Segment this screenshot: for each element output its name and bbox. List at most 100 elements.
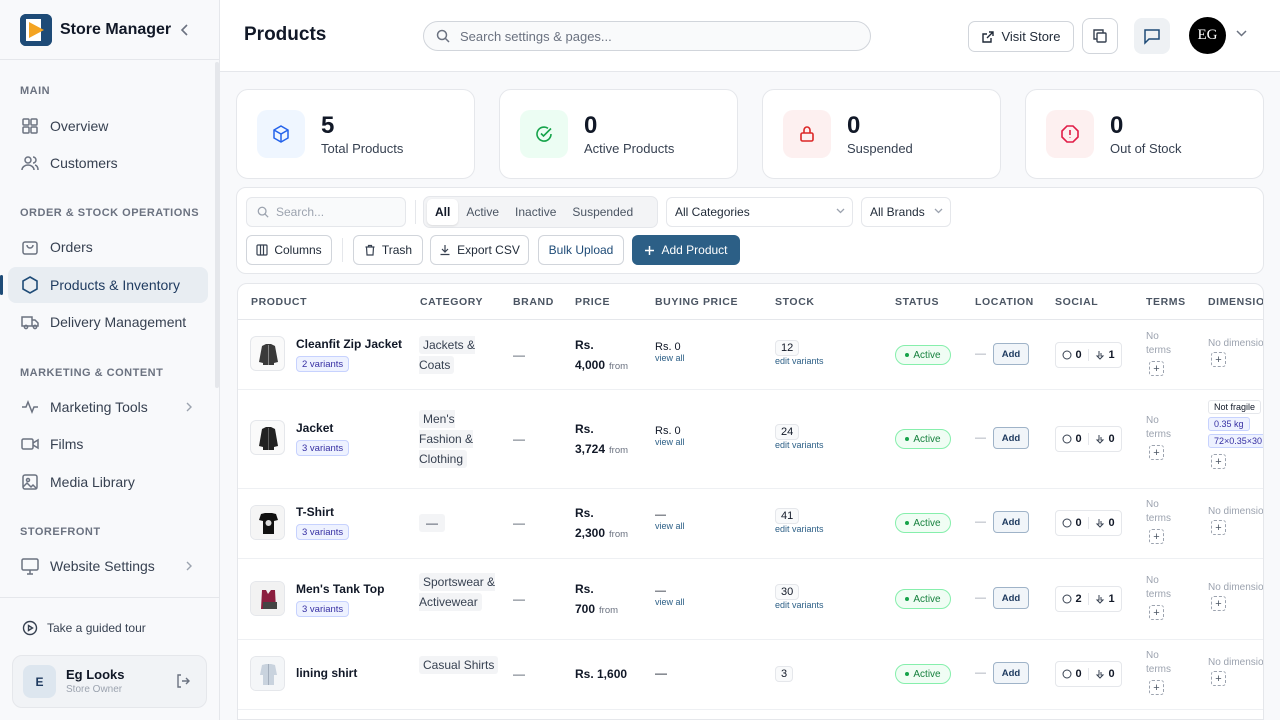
column-header[interactable]: STATUS [895, 296, 940, 308]
sidebar-item-orders[interactable]: Orders [8, 229, 208, 265]
comments-count[interactable]: 0 [1056, 668, 1088, 680]
messages-button[interactable] [1134, 18, 1170, 54]
likes-count[interactable]: 0 [1088, 433, 1121, 445]
product-thumbnail[interactable] [250, 656, 285, 691]
edit-variants-link[interactable]: edit variants [775, 524, 824, 534]
likes-count[interactable]: 1 [1088, 593, 1121, 605]
logout-icon[interactable] [175, 673, 191, 689]
table-row[interactable]: T-Shirt 3 variants — — Rs. 2,300 from — v… [238, 489, 1263, 559]
add-dimension-button[interactable]: + [1211, 671, 1226, 686]
add-location-button[interactable]: Add [993, 511, 1029, 533]
add-location-button[interactable]: Add [993, 587, 1029, 609]
view-all-link[interactable]: view all [655, 437, 685, 447]
comments-count[interactable]: 0 [1056, 517, 1088, 529]
visit-store-button[interactable]: Visit Store [968, 21, 1074, 52]
product-thumbnail[interactable] [250, 336, 285, 371]
sidebar-item-marketing-tools[interactable]: Marketing Tools [8, 389, 208, 425]
category-select[interactable]: All Categories [666, 197, 853, 227]
column-header[interactable]: TERMS [1146, 296, 1186, 308]
likes-count[interactable]: 1 [1088, 349, 1121, 361]
add-term-button[interactable]: + [1149, 605, 1164, 620]
tab-active[interactable]: Active [466, 205, 500, 219]
likes-count[interactable]: 0 [1088, 517, 1121, 529]
table-row[interactable]: Jacket 3 variants Men's Fashion & Clothi… [238, 390, 1263, 489]
export-csv-button[interactable]: Export CSV [430, 235, 529, 265]
add-product-button[interactable]: Add Product [632, 235, 740, 265]
comments-count[interactable]: 0 [1056, 433, 1088, 445]
add-location-button[interactable]: Add [993, 427, 1029, 449]
column-header[interactable]: STOCK [775, 296, 815, 308]
product-thumbnail[interactable] [250, 505, 285, 540]
add-location-button[interactable]: Add [993, 343, 1029, 365]
sidebar-item-films[interactable]: Films [8, 426, 208, 462]
add-dimension-button[interactable]: + [1211, 454, 1226, 469]
column-header[interactable]: CATEGORY [420, 296, 484, 308]
guided-tour-link[interactable]: Take a guided tour [22, 620, 146, 636]
column-header[interactable]: BRAND [513, 296, 554, 308]
product-search-input[interactable] [276, 205, 396, 219]
add-dimension-button[interactable]: + [1211, 352, 1226, 367]
sidebar-item-delivery[interactable]: Delivery Management [8, 304, 208, 340]
likes-count[interactable]: 0 [1088, 668, 1121, 680]
chevron-down-icon[interactable] [1236, 30, 1247, 37]
column-header[interactable]: DIMENSIO [1208, 296, 1264, 308]
add-term-button[interactable]: + [1149, 361, 1164, 376]
variants-badge[interactable]: 3 variants [296, 601, 350, 617]
sidebar-item-customers[interactable]: Customers [8, 145, 208, 181]
tab-inactive[interactable]: Inactive [515, 205, 557, 219]
edit-variants-link[interactable]: edit variants [775, 600, 824, 610]
edit-variants-link[interactable]: edit variants [775, 440, 824, 450]
section-storefront: STOREFRONT [20, 526, 101, 538]
sidebar-item-website-settings[interactable]: Website Settings [8, 548, 208, 584]
product-name[interactable]: Men's Tank Top [296, 582, 385, 596]
table-row[interactable]: lining shirt Casual Shirts — Rs. 1,600 —… [238, 640, 1263, 710]
column-header[interactable]: LOCATION [975, 296, 1034, 308]
sidebar-item-products[interactable]: Products & Inventory [0, 267, 208, 303]
view-all-link[interactable]: view all [655, 597, 685, 607]
trash-button[interactable]: Trash [353, 235, 423, 265]
product-thumbnail[interactable] [250, 581, 285, 616]
profile-avatar[interactable]: EG [1189, 17, 1226, 54]
comments-count[interactable]: 2 [1056, 593, 1088, 605]
view-all-link[interactable]: view all [655, 353, 685, 363]
add-term-button[interactable]: + [1149, 529, 1164, 544]
comments-count[interactable]: 0 [1056, 349, 1088, 361]
product-name[interactable]: lining shirt [296, 666, 358, 680]
add-term-button[interactable]: + [1149, 680, 1164, 695]
product-name[interactable]: T-Shirt [296, 505, 334, 519]
add-dimension-button[interactable]: + [1211, 596, 1226, 611]
table-row[interactable]: Cleanfit Zip Jacket 2 variants Jackets &… [238, 320, 1263, 390]
sidebar-item-overview[interactable]: Overview [8, 108, 208, 144]
product-search[interactable] [246, 197, 406, 227]
product-name[interactable]: Cleanfit Zip Jacket [296, 337, 403, 351]
brand-select[interactable]: All Brands [861, 197, 951, 227]
add-term-button[interactable]: + [1149, 445, 1164, 460]
edit-variants-link[interactable]: edit variants [775, 356, 824, 366]
add-dimension-button[interactable]: + [1211, 520, 1226, 535]
search-input[interactable] [460, 28, 840, 44]
brand-select-value: All Brands [870, 205, 925, 219]
column-header[interactable]: BUYING PRICE [655, 296, 739, 308]
collapse-sidebar-icon[interactable] [180, 24, 190, 36]
variants-badge[interactable]: 2 variants [296, 356, 350, 372]
variants-badge[interactable]: 3 variants [296, 440, 350, 456]
column-header[interactable]: PRICE [575, 296, 611, 308]
variants-badge[interactable]: 3 variants [296, 524, 350, 540]
columns-button[interactable]: Columns [246, 235, 332, 265]
brand[interactable]: Store Manager [20, 13, 210, 47]
sidebar-item-media-library[interactable]: Media Library [8, 464, 208, 500]
column-header[interactable]: SOCIAL [1055, 296, 1099, 308]
column-header[interactable]: PRODUCT [251, 296, 308, 308]
bulk-upload-button[interactable]: Bulk Upload [538, 235, 624, 265]
tab-all[interactable]: All [427, 199, 459, 225]
view-all-link[interactable]: view all [655, 521, 685, 531]
add-location-button[interactable]: Add [993, 662, 1029, 684]
user-card[interactable]: E Eg Looks Store Owner [12, 655, 207, 708]
sidebar-scrollbar[interactable] [215, 62, 219, 388]
tab-suspended[interactable]: Suspended [572, 205, 634, 219]
product-name[interactable]: Jacket [296, 421, 334, 435]
product-thumbnail[interactable] [250, 420, 285, 455]
global-search[interactable] [423, 21, 871, 51]
copy-button[interactable] [1082, 18, 1118, 54]
table-row[interactable]: Men's Tank Top 3 variants Sportswear & A… [238, 559, 1263, 640]
